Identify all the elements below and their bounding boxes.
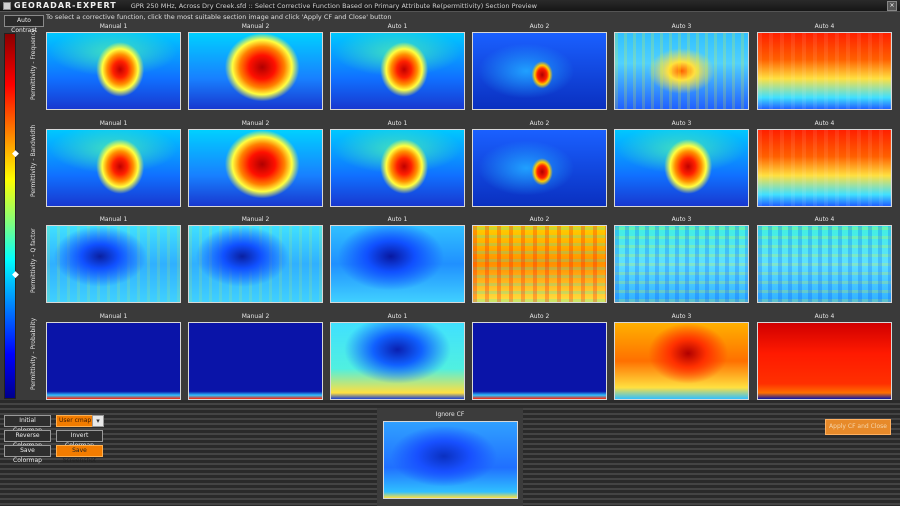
section-title: Auto 3	[671, 313, 692, 320]
section-title: Auto 3	[671, 216, 692, 223]
save-colormap-button[interactable]: Save Colormap	[4, 445, 51, 464]
section-title: Auto 2	[529, 23, 550, 30]
section-title: Auto 4	[814, 120, 835, 127]
colormap-marker-lower[interactable]: ◆	[12, 270, 19, 280]
section-image[interactable]	[614, 32, 749, 110]
section-image[interactable]	[472, 322, 607, 400]
section-image[interactable]	[757, 129, 892, 207]
section-image[interactable]	[757, 32, 892, 110]
reverse-colormap-button[interactable]: Reverse Colormap	[4, 430, 51, 449]
section-title: Manual 2	[241, 23, 270, 30]
section-title: Manual 2	[241, 216, 270, 223]
section-title: Manual 1	[99, 120, 128, 127]
section-title: Manual 1	[99, 313, 128, 320]
section-image[interactable]	[472, 225, 607, 303]
initial-colormap-button[interactable]: Initial Colormap	[4, 415, 51, 434]
section-title: Auto 4	[814, 23, 835, 30]
section-title: Auto 4	[814, 216, 835, 223]
section-title: Auto 1	[387, 313, 408, 320]
section-image[interactable]	[188, 322, 323, 400]
section-title: Auto 1	[387, 120, 408, 127]
section-image[interactable]	[188, 129, 323, 207]
colormap-marker-upper[interactable]: ◆	[12, 149, 19, 159]
user-cmap-select[interactable]: User cmap	[56, 415, 94, 427]
section-title: Auto 2	[529, 120, 550, 127]
section-image[interactable]	[472, 129, 607, 207]
section-image[interactable]	[614, 322, 749, 400]
section-title: Manual 2	[241, 313, 270, 320]
section-image[interactable]	[472, 32, 607, 110]
section-image[interactable]	[46, 32, 181, 110]
row-label: Permittivity - Q factor	[30, 228, 37, 293]
section-title: Auto 4	[814, 313, 835, 320]
section-title: Auto 2	[529, 216, 550, 223]
close-button[interactable]: ×	[887, 1, 897, 11]
section-image[interactable]	[188, 32, 323, 110]
section-image[interactable]	[330, 322, 465, 400]
section-title: Manual 1	[99, 23, 128, 30]
section-image[interactable]	[330, 225, 465, 303]
section-title: Manual 1	[99, 216, 128, 223]
section-title: Auto 1	[387, 23, 408, 30]
section-image[interactable]	[757, 225, 892, 303]
ignore-cf-section-image[interactable]	[383, 421, 518, 499]
ignore-cf-title: Ignore CF	[435, 411, 465, 418]
row-label: Permittivity - Frequency	[30, 28, 37, 100]
instruction-text: To select a corrective function, click t…	[46, 13, 392, 21]
section-image[interactable]	[330, 129, 465, 207]
save-screenshot-button[interactable]: Save Screenshot	[56, 445, 103, 464]
section-title: Auto 2	[529, 313, 550, 320]
section-image[interactable]	[614, 225, 749, 303]
section-title: Auto 3	[671, 23, 692, 30]
chevron-down-icon[interactable]: ▾	[92, 415, 104, 427]
row-label: Permittivity - Bandwidth	[30, 124, 37, 197]
app-logo: GEORADAR-EXPERT	[3, 1, 117, 10]
window-title: GPR 250 MHz, Across Dry Creek.sfd :: Sel…	[130, 1, 537, 10]
ignore-cf-panel: Ignore CF	[377, 408, 523, 506]
colormap-colorbar[interactable]	[4, 33, 16, 399]
title-bar: GEORADAR-EXPERT GPR 250 MHz, Across Dry …	[0, 0, 900, 12]
section-image[interactable]	[188, 225, 323, 303]
section-image[interactable]	[330, 32, 465, 110]
section-title: Auto 1	[387, 216, 408, 223]
section-image[interactable]	[46, 129, 181, 207]
row-label: Permittivity - Probability	[30, 317, 37, 390]
section-image[interactable]	[757, 322, 892, 400]
section-title: Auto 3	[671, 120, 692, 127]
app-name: GEORADAR-EXPERT	[14, 1, 117, 10]
auto-contrast-button[interactable]: Auto Contrast	[4, 15, 44, 34]
section-image[interactable]	[46, 322, 181, 400]
apply-cf-and-close-button[interactable]: Apply CF and Close	[825, 419, 891, 435]
invert-colormap-button[interactable]: Invert Colormap	[56, 430, 103, 449]
section-image[interactable]	[614, 129, 749, 207]
section-title: Manual 2	[241, 120, 270, 127]
section-image[interactable]	[46, 225, 181, 303]
